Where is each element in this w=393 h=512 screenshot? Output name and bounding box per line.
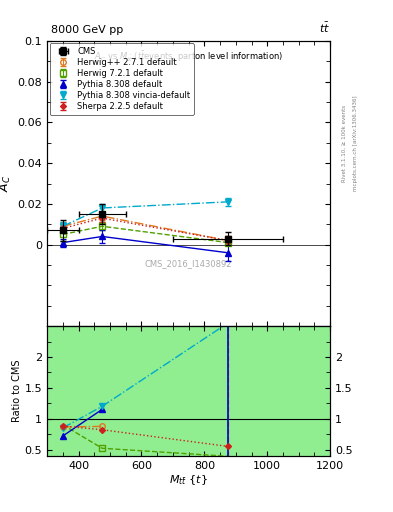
Y-axis label: Ratio to CMS: Ratio to CMS <box>12 359 22 422</box>
Text: Rivet 3.1.10, ≥ 100k events: Rivet 3.1.10, ≥ 100k events <box>342 105 346 182</box>
Text: $t\bar{t}$: $t\bar{t}$ <box>319 21 330 35</box>
X-axis label: $M_{t\bar{t}}\ \{t\}$: $M_{t\bar{t}}\ \{t\}$ <box>169 473 208 487</box>
Text: mcplots.cern.ch [arXiv:1306.3436]: mcplots.cern.ch [arXiv:1306.3436] <box>353 96 358 191</box>
Text: $A_C$ vs $M_{t\bar{t}}$ ($t\bar{t}$events, parton level information): $A_C$ vs $M_{t\bar{t}}$ ($t\bar{t}$event… <box>94 50 283 65</box>
Text: CMS_2016_I1430892: CMS_2016_I1430892 <box>145 259 232 268</box>
Text: 8000 GeV pp: 8000 GeV pp <box>51 25 123 35</box>
Y-axis label: $A_C$: $A_C$ <box>0 175 13 192</box>
Legend: CMS, Herwig++ 2.7.1 default, Herwig 7.2.1 default, Pythia 8.308 default, Pythia : CMS, Herwig++ 2.7.1 default, Herwig 7.2.… <box>50 44 194 115</box>
